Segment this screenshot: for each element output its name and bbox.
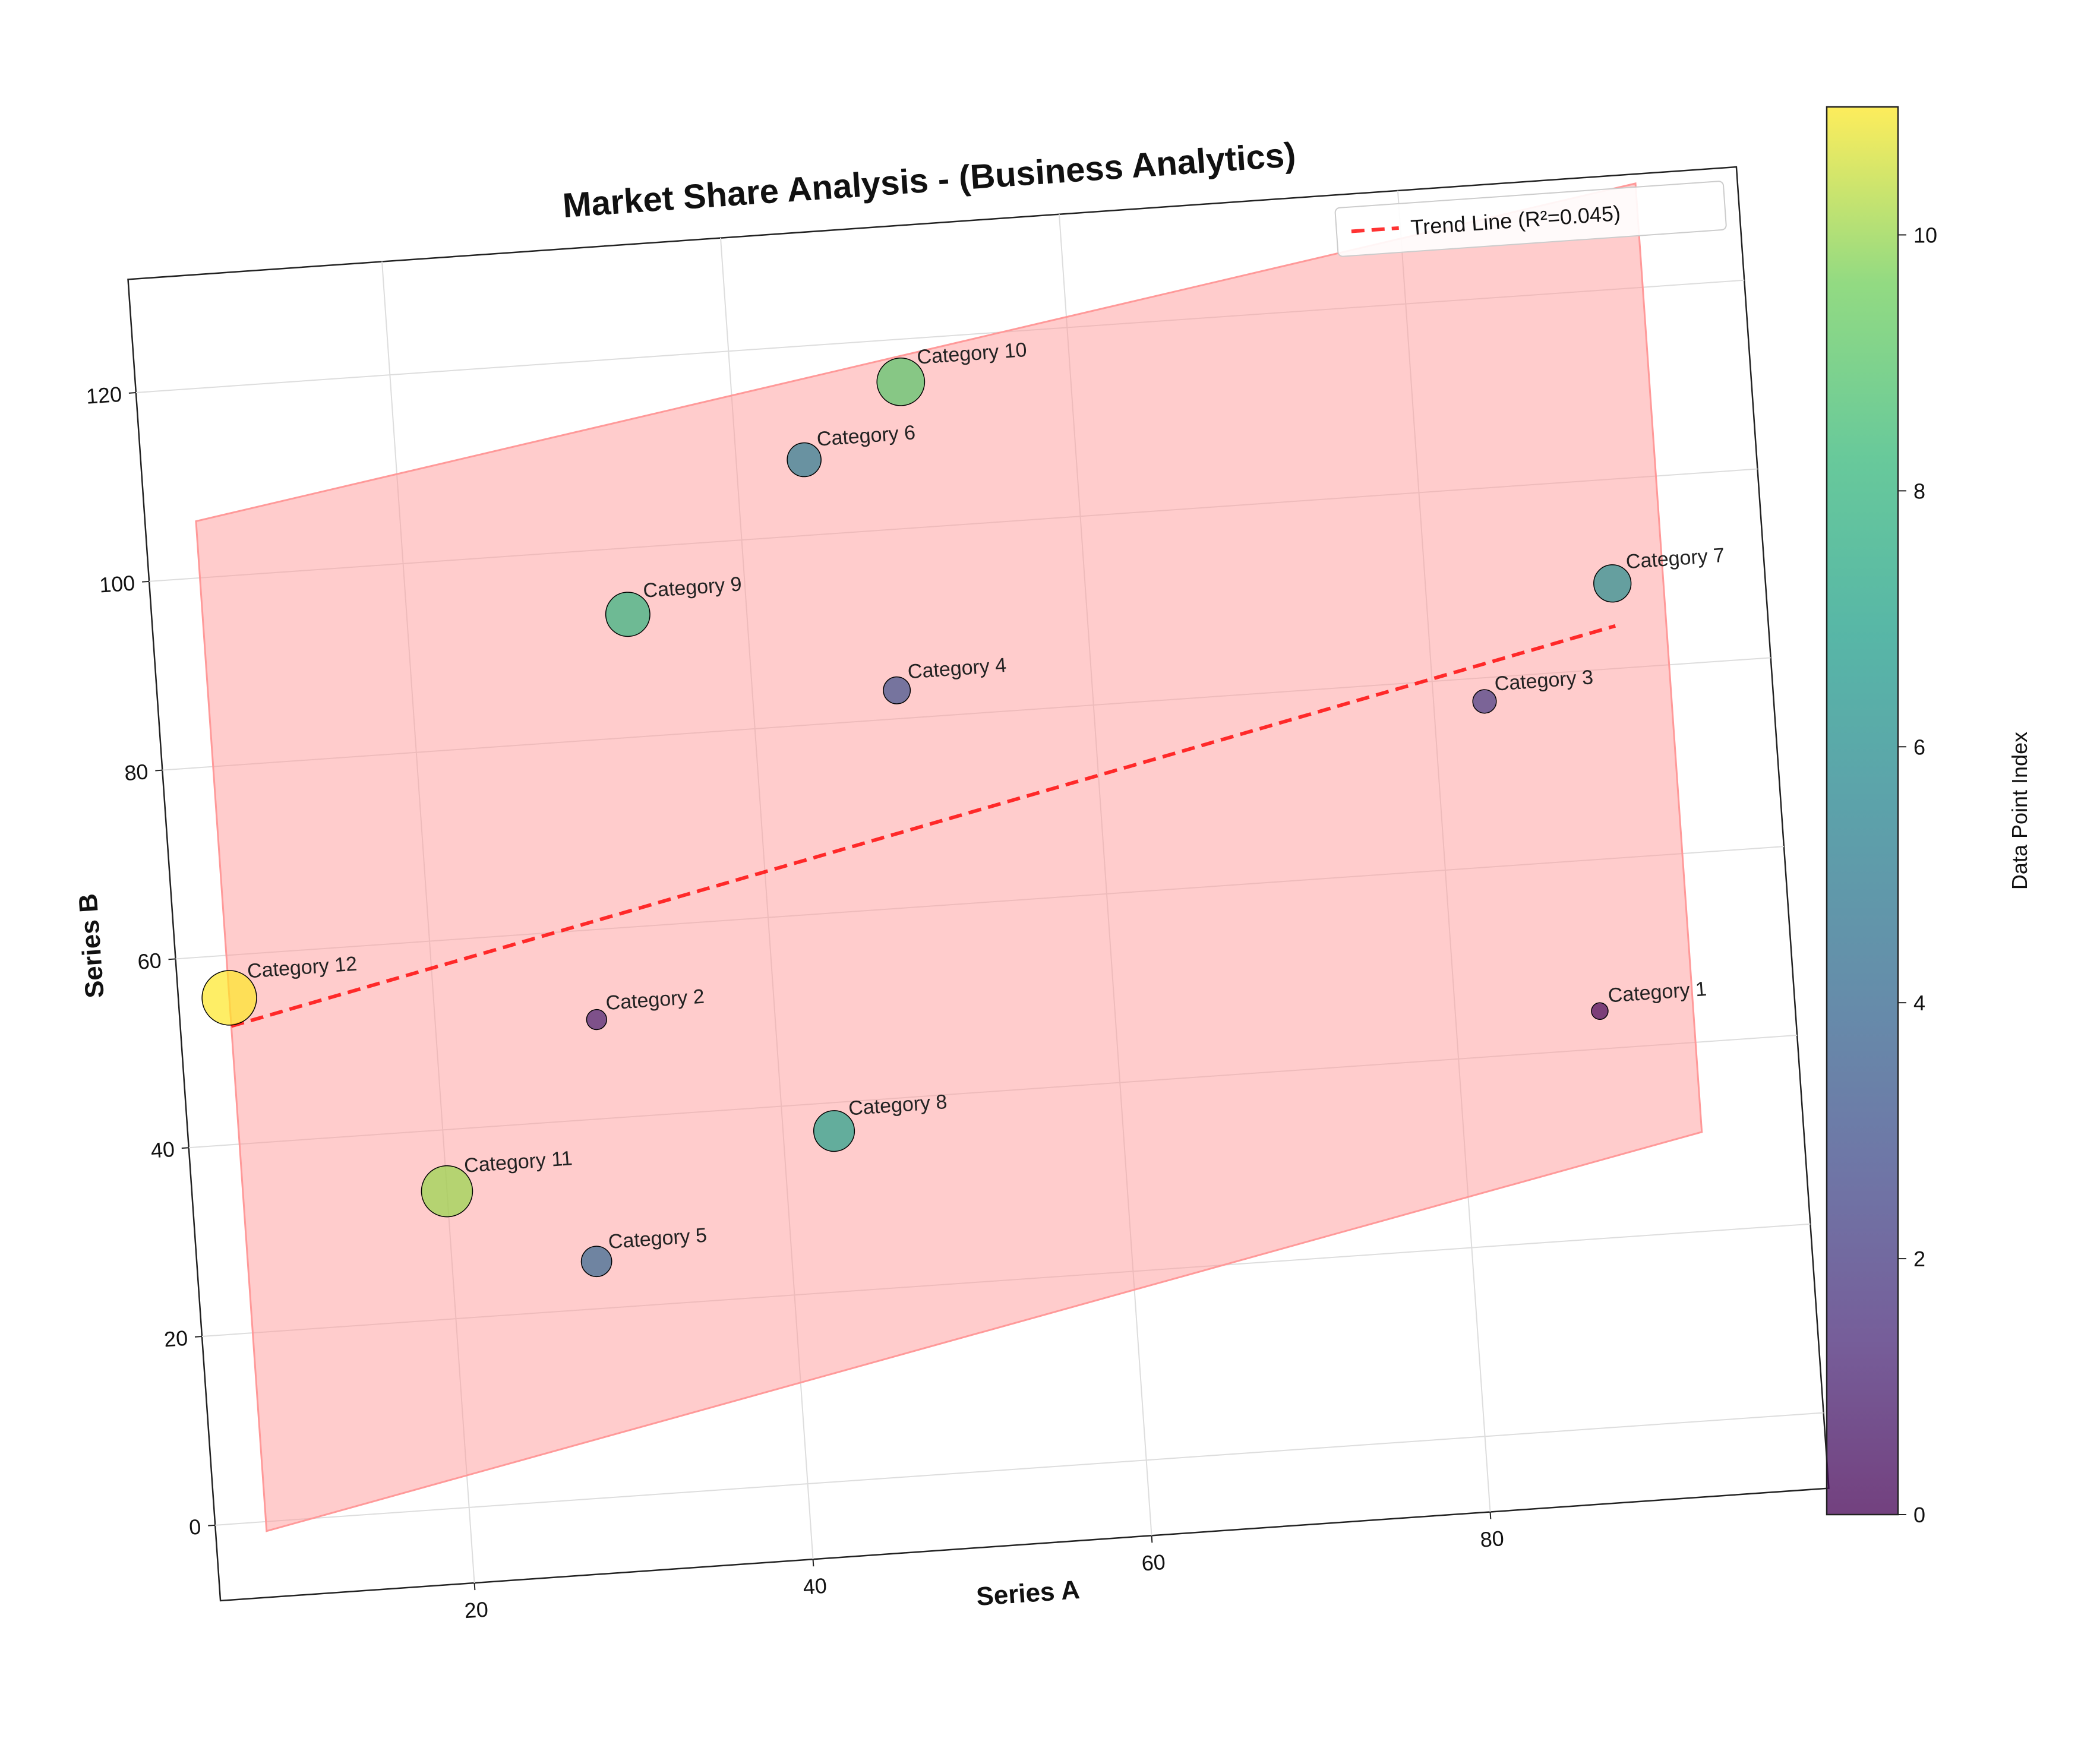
data-point <box>787 442 822 478</box>
colorbar-tick-label: 0 <box>1913 1503 1925 1527</box>
colorbar: 0 2 4 6 8 10 Data Point Index <box>1826 106 2032 1527</box>
data-point <box>605 592 650 637</box>
y-tick-label: 60 <box>137 948 162 974</box>
colorbar-tick-label: 2 <box>1913 1247 1925 1271</box>
data-point <box>1472 689 1497 714</box>
y-tick-mark <box>142 580 150 583</box>
confidence-band-area <box>195 182 1703 1532</box>
x-ticks: 20 40 60 80 <box>463 1512 1505 1623</box>
points <box>201 358 1632 1278</box>
y-tick-label: 20 <box>163 1326 189 1352</box>
x-tick-label: 40 <box>802 1573 828 1600</box>
trend-line <box>230 624 1616 1028</box>
y-tick-label: 80 <box>124 759 149 785</box>
x-tick-label: 20 <box>463 1597 489 1623</box>
x-tick-label: 80 <box>1479 1526 1505 1552</box>
y-ticks: 0 20 40 60 80 100 120 <box>86 382 216 1540</box>
data-point <box>876 358 926 406</box>
confidence-band <box>195 182 1703 1532</box>
y-tick-label: 100 <box>99 571 136 598</box>
colorbar-tick-label: 6 <box>1913 735 1925 759</box>
y-tick-mark <box>194 1336 203 1338</box>
colorbar-tick-label: 8 <box>1913 479 1925 503</box>
legend-box <box>1334 181 1727 257</box>
data-point <box>1591 1002 1609 1020</box>
colorbar-label: Data Point Index <box>2007 732 2032 890</box>
y-axis-label: Series B <box>74 893 110 999</box>
y-tick-label: 120 <box>86 382 123 409</box>
legend-trend-swatch <box>1351 226 1399 233</box>
legend: Trend Line (R²=0.045) <box>1334 181 1727 257</box>
data-point <box>421 1165 473 1218</box>
y-tick-label: 40 <box>150 1137 175 1163</box>
data-point <box>813 1110 855 1152</box>
colorbar-ticks: 0 2 4 6 8 10 <box>1898 223 1937 1527</box>
data-point <box>883 676 911 704</box>
colorbar-gradient <box>1826 106 1899 1516</box>
y-tick-mark <box>155 769 163 772</box>
data-point <box>201 970 257 1026</box>
colorbar-tick-label: 4 <box>1913 991 1925 1015</box>
trend-line-layer <box>230 624 1616 1028</box>
data-point <box>586 1009 607 1031</box>
x-tick-mark <box>812 1559 814 1567</box>
data-point <box>580 1246 612 1278</box>
x-axis-label: Series A <box>975 1575 1081 1611</box>
x-tick-label: 60 <box>1141 1550 1166 1576</box>
colorbar-tick-label: 10 <box>1913 223 1937 247</box>
y-grid-line <box>215 1412 1824 1526</box>
data-point <box>1593 564 1632 603</box>
y-tick-label: 0 <box>188 1515 202 1540</box>
y-tick-mark <box>208 1524 216 1526</box>
